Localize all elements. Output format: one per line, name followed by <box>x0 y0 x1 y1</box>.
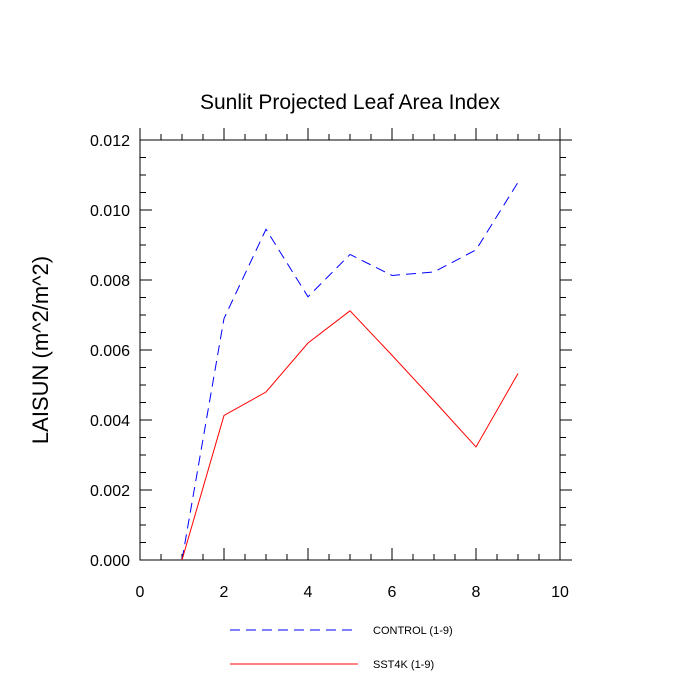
y-tick-label: 0.000 <box>90 553 130 570</box>
series-line-sst4k <box>181 310 519 561</box>
tick-labels: 0 2 4 6 8 10 0.000 0.002 0.004 0.006 0.008 0.010 0.0… <box>90 133 569 601</box>
plot-frame <box>139 139 561 561</box>
x-tick-label: 2 <box>220 584 229 601</box>
legend: CONTROL (1-9) SST4K (1-9) <box>230 625 453 671</box>
legend-label: SST4K (1-9) <box>373 659 434 671</box>
y-tick-label: 0.008 <box>90 273 130 290</box>
y-tick-label: 0.002 <box>90 483 130 500</box>
x-tick-label: 0 <box>136 584 145 601</box>
y-tick-label: 0.010 <box>90 203 130 220</box>
y-tick-label: 0.012 <box>90 133 130 150</box>
x-tick-label: 10 <box>551 584 569 601</box>
legend-label: CONTROL (1-9) <box>373 625 453 637</box>
x-tick-label: 8 <box>472 584 481 601</box>
data-series <box>181 182 519 561</box>
axis-ticks <box>139 128 572 561</box>
y-tick-label: 0.004 <box>90 413 130 430</box>
y-tick-label: 0.006 <box>90 343 130 360</box>
x-tick-label: 4 <box>304 584 313 601</box>
chart-title: Sunlit Projected Leaf Area Index <box>200 91 501 114</box>
series-line-control <box>181 182 519 561</box>
y-axis-label: LAISUN (m^2/m^2) <box>28 256 53 444</box>
x-tick-label: 6 <box>388 584 397 601</box>
